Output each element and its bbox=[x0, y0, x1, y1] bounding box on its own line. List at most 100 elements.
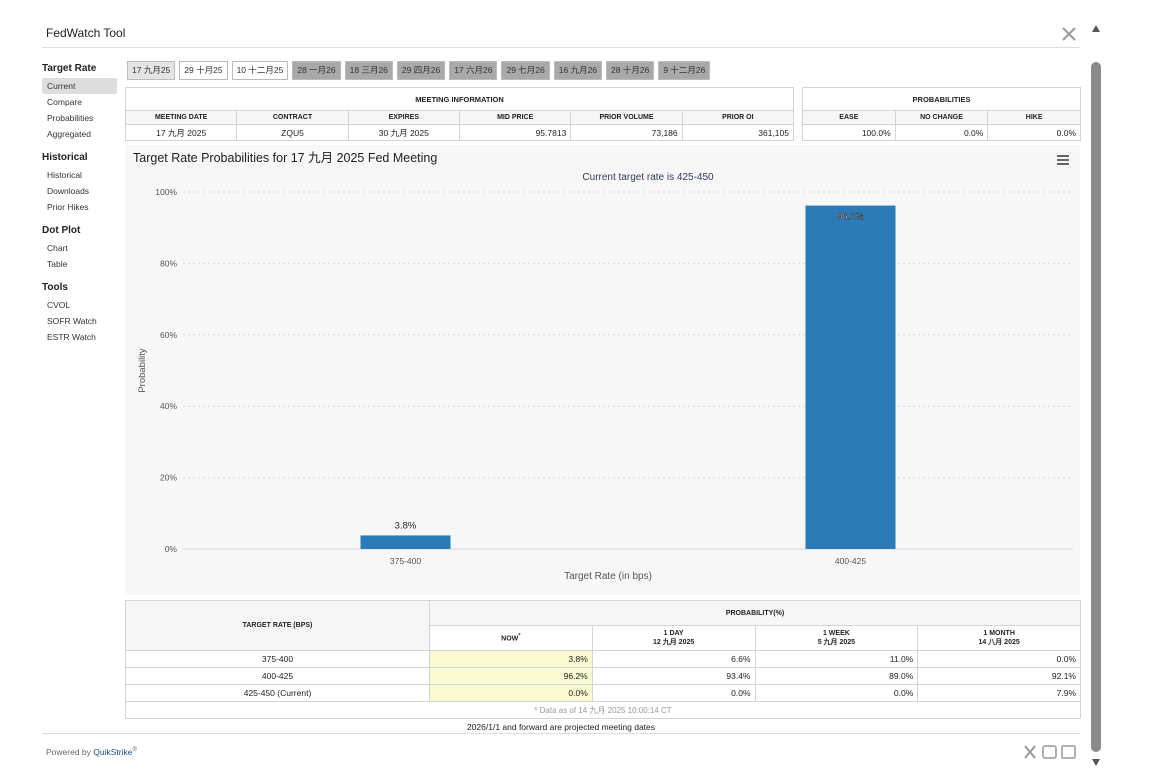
table-cell: 92.1% bbox=[917, 667, 1081, 685]
sidebar-heading: Target Rate bbox=[42, 63, 97, 74]
sidebar-item[interactable]: Historical bbox=[47, 170, 82, 180]
bar bbox=[805, 205, 896, 550]
column-header: 1 WEEK 5 九月 2025 bbox=[754, 625, 919, 651]
divider bbox=[42, 47, 1080, 48]
column-label: NOW bbox=[501, 635, 519, 643]
y-tick-label: 20% bbox=[160, 473, 177, 483]
table: MEETING INFORMATION MEETING DATE CONTRACT E… bbox=[124, 87, 795, 141]
table-cell: 95.7813 bbox=[458, 124, 572, 141]
sidebar-item[interactable]: CVOL bbox=[47, 300, 71, 310]
sidebar-item[interactable]: Aggregated bbox=[47, 129, 91, 139]
column-label: 1 DAY bbox=[663, 629, 684, 637]
y-axis-label: Probability bbox=[137, 348, 148, 393]
rate-cell: 425-450 (Current) bbox=[125, 684, 430, 702]
youtube-icon[interactable] bbox=[1042, 745, 1057, 759]
meeting-tab[interactable]: 29 十月25 bbox=[179, 61, 228, 80]
column-date: 12 九月 2025 bbox=[653, 638, 695, 646]
powered-by: Powered by bbox=[46, 747, 91, 757]
sidebar-heading: Dot Plot bbox=[42, 225, 81, 236]
table-note: * Data as of 14 九月 2025 10:00:14 CT bbox=[125, 701, 1081, 719]
table-cell: 361,105 bbox=[681, 124, 795, 141]
table-cell: 7.9% bbox=[917, 684, 1081, 702]
sidebar-item[interactable]: SOFR Watch bbox=[47, 316, 97, 326]
column-mark: * bbox=[518, 633, 521, 640]
column-date: 14 八月 2025 bbox=[978, 638, 1020, 646]
table-cell: ZQU5 bbox=[236, 124, 349, 141]
meeting-tab[interactable]: 17 六月26 bbox=[449, 61, 498, 80]
column-label: 1 MONTH bbox=[983, 629, 1015, 637]
table-cell: 0.0% bbox=[429, 684, 593, 702]
column-header: NOW* bbox=[429, 625, 593, 651]
bar bbox=[360, 535, 451, 549]
data-label: 96.2% bbox=[837, 212, 864, 223]
table-cell: 3.8% bbox=[429, 650, 593, 668]
row-header: TARGET RATE (BPS) bbox=[125, 600, 430, 651]
table-cell: 17 九月 2025 bbox=[124, 124, 238, 141]
scrollbar[interactable] bbox=[1089, 20, 1103, 770]
menu-button[interactable] bbox=[1057, 155, 1069, 165]
sidebar-heading: Tools bbox=[42, 282, 68, 293]
sidebar-item[interactable]: ESTR Watch bbox=[47, 332, 96, 342]
sidebar-item[interactable]: Chart bbox=[47, 243, 68, 253]
meeting-tab[interactable]: 16 九月26 bbox=[553, 61, 603, 80]
divider bbox=[42, 733, 1080, 734]
meeting-tab[interactable]: 18 三月26 bbox=[344, 61, 393, 80]
table-cell: 89.0% bbox=[754, 667, 919, 685]
table-cell: 30 九月 2025 bbox=[347, 124, 460, 141]
table: PROBABILITIES EASE NO CHANGE HIKE 100.0% 0.0%… bbox=[802, 87, 1081, 141]
table-title: PROBABILITIES bbox=[802, 87, 1081, 111]
sidebar-item[interactable]: Compare bbox=[47, 97, 82, 107]
sidebar-item[interactable]: Prior Hikes bbox=[47, 202, 89, 212]
column-header: CONTRACT bbox=[236, 110, 349, 125]
meeting-tab[interactable]: 29 七月26 bbox=[501, 61, 550, 80]
x-tick-label: 400-425 bbox=[835, 556, 866, 566]
sidebar-item[interactable]: Probabilities bbox=[47, 113, 94, 123]
meeting-tab[interactable]: 29 四月26 bbox=[396, 61, 446, 80]
column-header: PRIOR VOLUME bbox=[570, 110, 683, 125]
table-row: PROBABILITIES bbox=[802, 87, 1081, 111]
rate-cell: 375-400 bbox=[125, 650, 430, 668]
sidebar-item[interactable]: Table bbox=[47, 259, 68, 269]
table-row: 17 九月 2025 ZQU5 30 九月 2025 95.7813 73,186 361… bbox=[124, 124, 795, 141]
group-header: PROBABILITY(%) bbox=[429, 600, 1081, 626]
table-cell: 0.0% bbox=[591, 684, 756, 702]
table-row: * Data as of 14 九月 2025 10:00:14 CT bbox=[125, 701, 1081, 719]
column-header: MEETING DATE bbox=[124, 110, 238, 125]
table-row: MEETING INFORMATION bbox=[125, 87, 794, 111]
table-title: MEETING INFORMATION bbox=[125, 87, 794, 111]
meeting-tab[interactable]: 17 九月25 bbox=[127, 61, 176, 80]
column-header: MID PRICE bbox=[458, 110, 572, 125]
data-label: 3.8% bbox=[395, 520, 417, 531]
table-row: TARGET RATE (BPS) PROBABILITY(%) bbox=[125, 600, 1081, 651]
meeting-tab[interactable]: 9 十二月26 bbox=[658, 61, 711, 80]
column-header: PRIOR OI bbox=[681, 110, 795, 125]
x-tick-label: 375-400 bbox=[390, 556, 421, 566]
table-row: 375-400 3.8% 6.6% 11.0% 0.0% bbox=[125, 650, 1081, 668]
column-header: NO CHANGE bbox=[894, 110, 989, 125]
meeting-tab[interactable]: 10 十二月25 bbox=[231, 61, 289, 80]
meeting-tab[interactable]: 28 一月26 bbox=[292, 61, 341, 80]
table-row: 400-425 96.2% 93.4% 89.0% 92.1% bbox=[125, 667, 1081, 685]
table-cell: 0.0% bbox=[917, 650, 1081, 668]
sidebar-item[interactable]: Current bbox=[42, 78, 117, 94]
column-header: 1 MONTH 14 八月 2025 bbox=[917, 625, 1081, 651]
close-button[interactable] bbox=[1062, 27, 1076, 41]
sidebar-item[interactable]: Downloads bbox=[47, 186, 90, 196]
table-cell: 0.0% bbox=[987, 124, 1081, 141]
probabilities: PROBABILITIES EASE NO CHANGE HIKE 100.0% 0.0%… bbox=[802, 87, 1081, 141]
brand-link[interactable]: QuikStrike bbox=[93, 747, 133, 757]
y-tick-label: 0% bbox=[165, 544, 178, 554]
social-icons bbox=[1024, 745, 1076, 759]
meeting-info: MEETING INFORMATION MEETING DATE CONTRACT E… bbox=[124, 87, 795, 141]
table-cell: 73,186 bbox=[570, 124, 683, 141]
table-row: NOW* 1 DAY 12 九月 2025 1 WEEK 5 九月 2025 1 MONT… bbox=[126, 625, 1081, 651]
meeting-tab[interactable]: 28 十月26 bbox=[606, 61, 655, 80]
registered-mark: ® bbox=[132, 747, 137, 754]
y-tick-label: 60% bbox=[160, 330, 177, 340]
projection-note: 2026/1/1 and forward are projected meeti… bbox=[466, 722, 656, 732]
linkedin-icon[interactable] bbox=[1061, 745, 1076, 759]
x-icon[interactable] bbox=[1024, 745, 1036, 759]
table-cell: 96.2% bbox=[429, 667, 593, 685]
table-cell: 93.4% bbox=[591, 667, 756, 685]
column-header: EASE bbox=[802, 110, 896, 125]
